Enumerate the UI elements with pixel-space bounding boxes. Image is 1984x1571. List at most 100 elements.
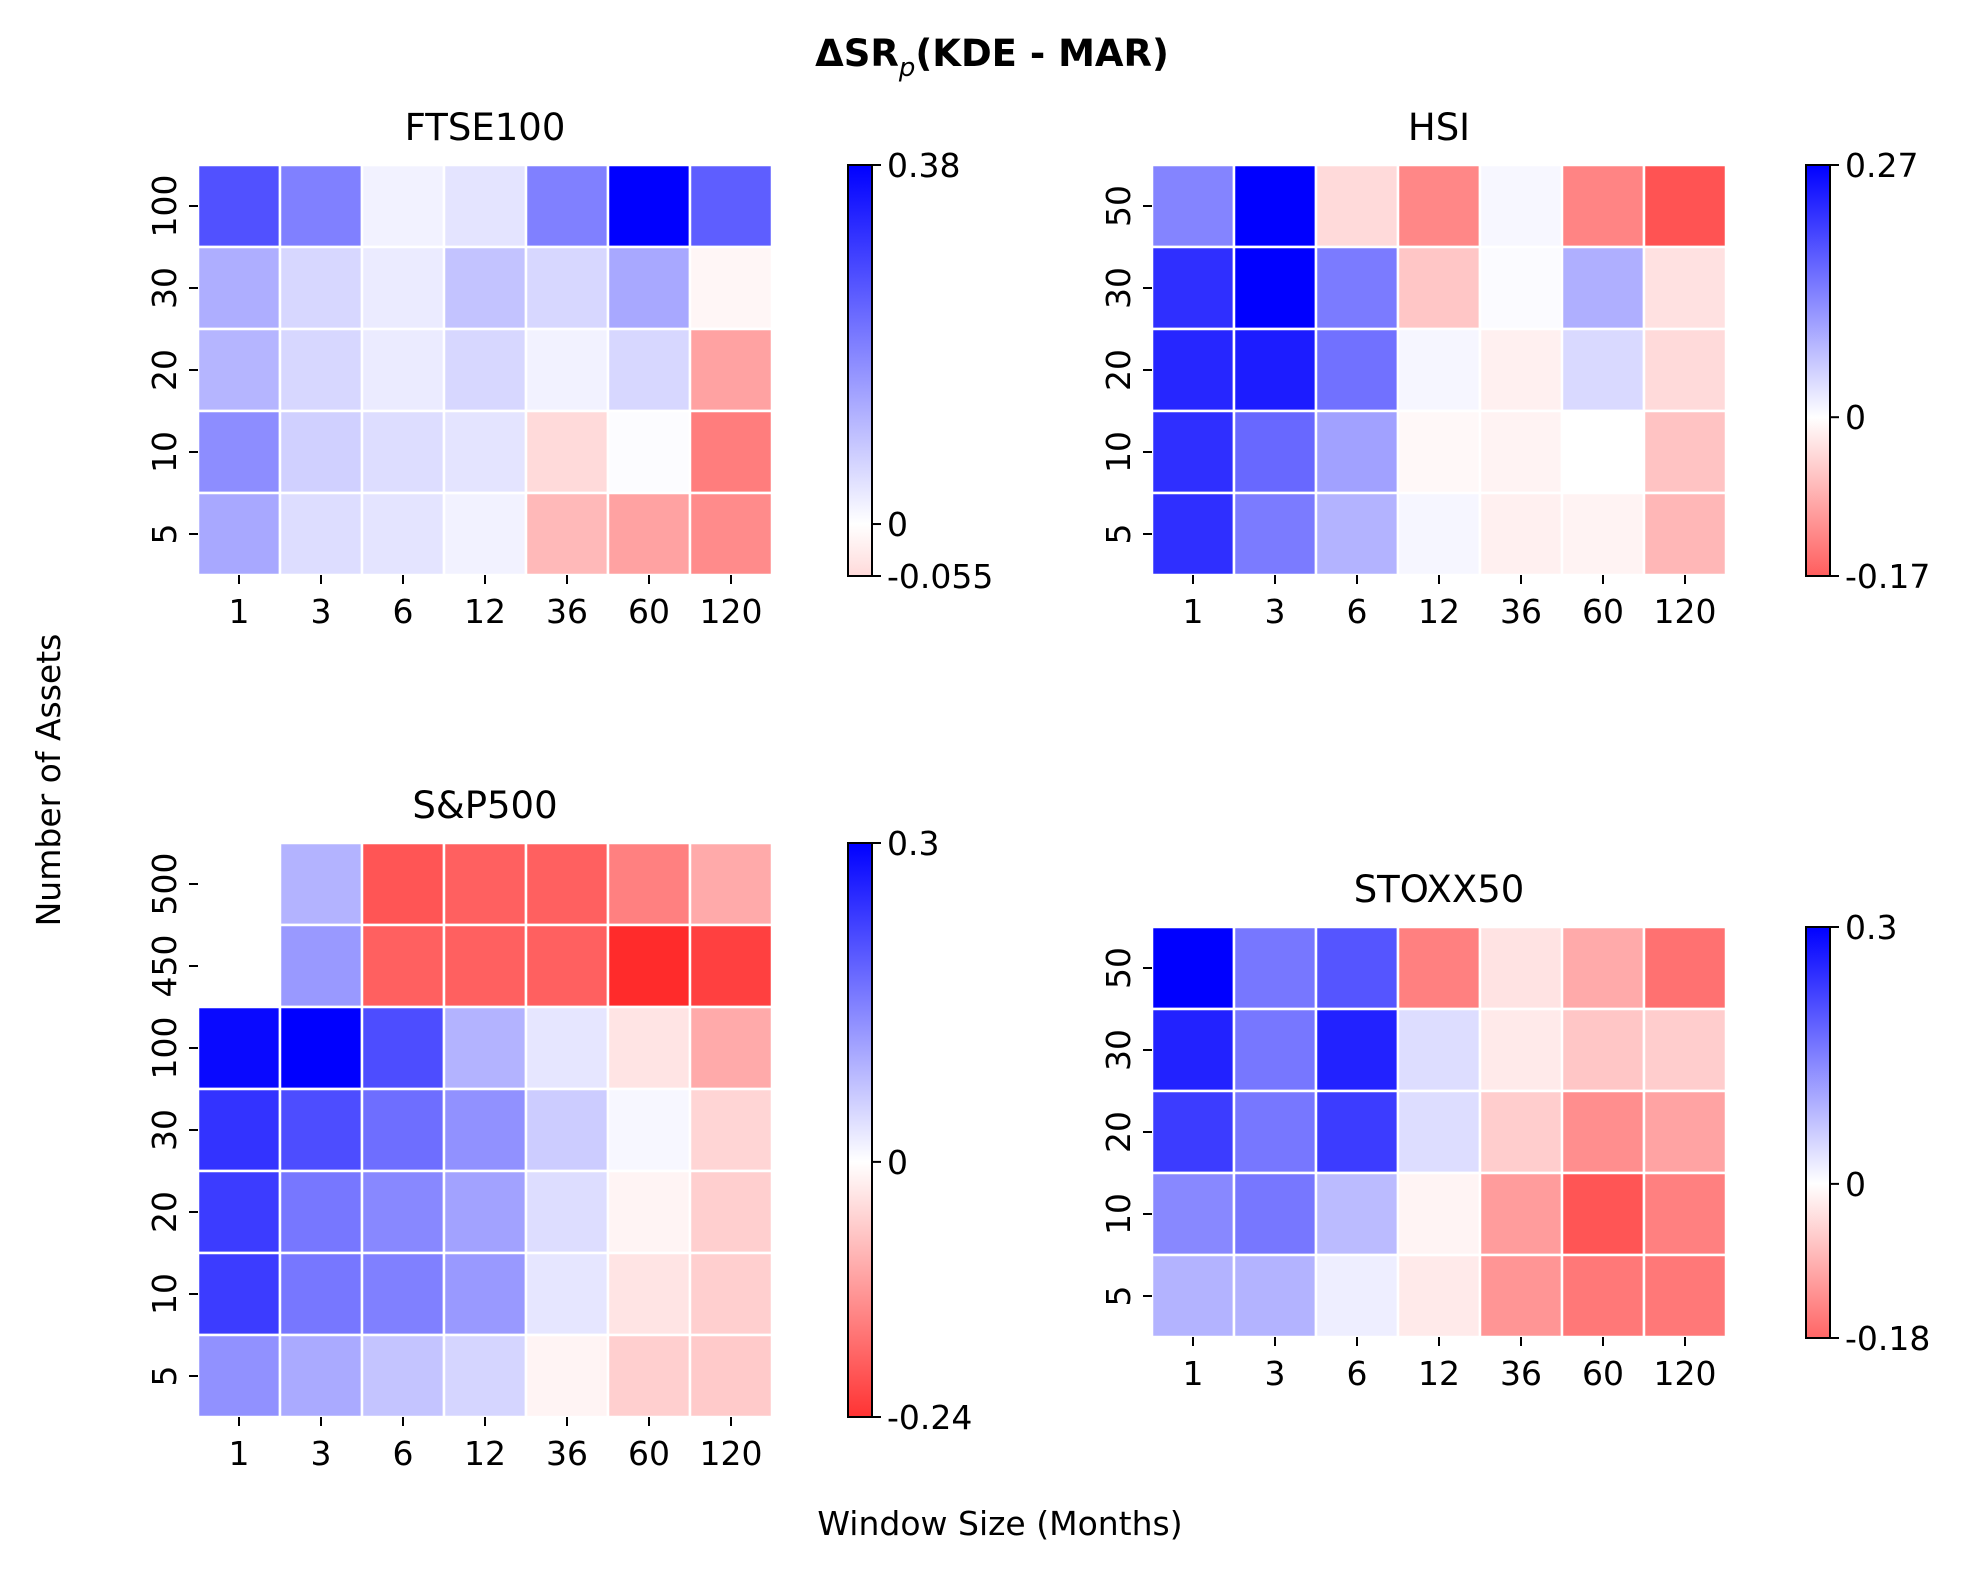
y-tick-label: 5 — [145, 524, 184, 545]
heatmap-cell — [1232, 327, 1318, 413]
heatmap-cell — [524, 1087, 610, 1173]
heatmap-cell — [360, 1005, 446, 1091]
heatmap-cell — [360, 163, 446, 249]
heatmap-cell — [1396, 1253, 1482, 1339]
heatmap-cell — [1478, 327, 1564, 413]
heatmap-cell — [1560, 1089, 1646, 1175]
x-tick-label: 12 — [464, 592, 506, 631]
heatmap-cell — [606, 327, 692, 413]
heatmap-cell — [524, 163, 610, 249]
heatmap-cell — [524, 841, 610, 927]
heatmap-cell — [1150, 1171, 1236, 1257]
panel-title: S&P500 — [412, 784, 557, 827]
x-tick-label: 6 — [393, 592, 414, 631]
heatmap-cell — [688, 409, 774, 495]
colorbar-tick-label: -0.17 — [1845, 557, 1930, 596]
heatmap-cell — [524, 245, 610, 331]
heatmap-cell — [1396, 1007, 1482, 1093]
heatmap-cell — [524, 923, 610, 1009]
x-tick-label: 12 — [1418, 592, 1460, 631]
heatmap-cell — [1560, 925, 1646, 1011]
heatmap-cell — [442, 1169, 528, 1255]
heatmap-cell — [1560, 491, 1646, 577]
y-tick-label: 5 — [1099, 1286, 1138, 1307]
colorbar-tick-label: 0 — [1845, 398, 1866, 437]
heatmap-cell — [688, 1005, 774, 1091]
y-tick-label: 100 — [145, 175, 184, 238]
heatmap-cell — [360, 1087, 446, 1173]
heatmap-cell — [360, 841, 446, 927]
heatmap-cell — [606, 1333, 692, 1419]
heatmap-cell — [606, 1169, 692, 1255]
heatmap-cell — [1478, 925, 1564, 1011]
colorbar-frame — [1805, 926, 1831, 1339]
heatmap-cell — [606, 1005, 692, 1091]
x-tick-label: 3 — [1265, 592, 1286, 631]
heatmap-cell — [606, 923, 692, 1009]
y-tick-label: 30 — [145, 1109, 184, 1151]
colorbar-frame — [1805, 164, 1831, 577]
colorbar-tick-label: 0.3 — [887, 824, 939, 863]
y-tick-label: 10 — [145, 1273, 184, 1315]
colorbar — [1806, 165, 1830, 576]
colorbar-tick-label: -0.18 — [1845, 1319, 1930, 1358]
heatmap-cell — [442, 409, 528, 495]
heatmap-cell — [1232, 925, 1318, 1011]
heatmap-cell — [442, 491, 528, 577]
heatmap-cell — [1396, 1089, 1482, 1175]
heatmap-cell — [1478, 409, 1564, 495]
heatmap-cell — [196, 1005, 282, 1091]
heatmap-cell — [196, 1333, 282, 1419]
heatmap-cell — [196, 163, 282, 249]
heatmap-cell — [1232, 1007, 1318, 1093]
x-tick-label: 3 — [311, 592, 332, 631]
heatmap-cell — [196, 327, 282, 413]
heatmap-cell — [1642, 491, 1728, 577]
heatmap-cell — [688, 841, 774, 927]
heatmap-cell — [278, 163, 364, 249]
y-tick-label: 100 — [145, 1017, 184, 1080]
x-tick-label: 6 — [393, 1434, 414, 1473]
x-tick-label: 60 — [1582, 592, 1624, 631]
heatmap-cell — [360, 1251, 446, 1337]
y-tick-label: 5 — [145, 1366, 184, 1387]
heatmap-cell — [1642, 1007, 1728, 1093]
y-tick-label: 10 — [1099, 431, 1138, 473]
panel-title: FTSE100 — [405, 106, 566, 149]
x-tick-label: 60 — [628, 592, 670, 631]
heatmap-cell — [1560, 327, 1646, 413]
heatmap-cell — [1150, 1089, 1236, 1175]
y-tick-label: 50 — [1099, 185, 1138, 227]
x-axis-label: Window Size (Months) — [817, 1504, 1182, 1543]
x-tick-label: 1 — [229, 1434, 250, 1473]
heatmap-cell — [196, 1087, 282, 1173]
x-tick-label: 12 — [1418, 1354, 1460, 1393]
heatmap-cell — [606, 409, 692, 495]
colorbar-tick-label: -0.24 — [887, 1398, 972, 1437]
heatmap-cell — [1314, 1253, 1400, 1339]
colorbar-tick-label: 0.27 — [1845, 146, 1918, 185]
heatmap-cell — [442, 1087, 528, 1173]
heatmap-cell — [278, 1169, 364, 1255]
heatmap-cell — [196, 923, 282, 1009]
colorbar — [1806, 927, 1830, 1338]
x-tick-label: 120 — [1654, 592, 1717, 631]
heatmap-cell — [1314, 1007, 1400, 1093]
heatmap-cell — [278, 409, 364, 495]
x-tick-label: 1 — [1183, 592, 1204, 631]
heatmap-cell — [524, 1169, 610, 1255]
heatmap-cell — [688, 491, 774, 577]
heatmap-cell — [1314, 1089, 1400, 1175]
heatmap-cell — [442, 163, 528, 249]
heatmap-cell — [1232, 491, 1318, 577]
x-tick-label: 1 — [229, 592, 250, 631]
heatmap-cell — [688, 327, 774, 413]
heatmap-cell — [1150, 409, 1236, 495]
heatmap-cell — [1478, 1253, 1564, 1339]
heatmap-cell — [524, 1251, 610, 1337]
heatmap-cell — [442, 1251, 528, 1337]
heatmap-cell — [1232, 1253, 1318, 1339]
